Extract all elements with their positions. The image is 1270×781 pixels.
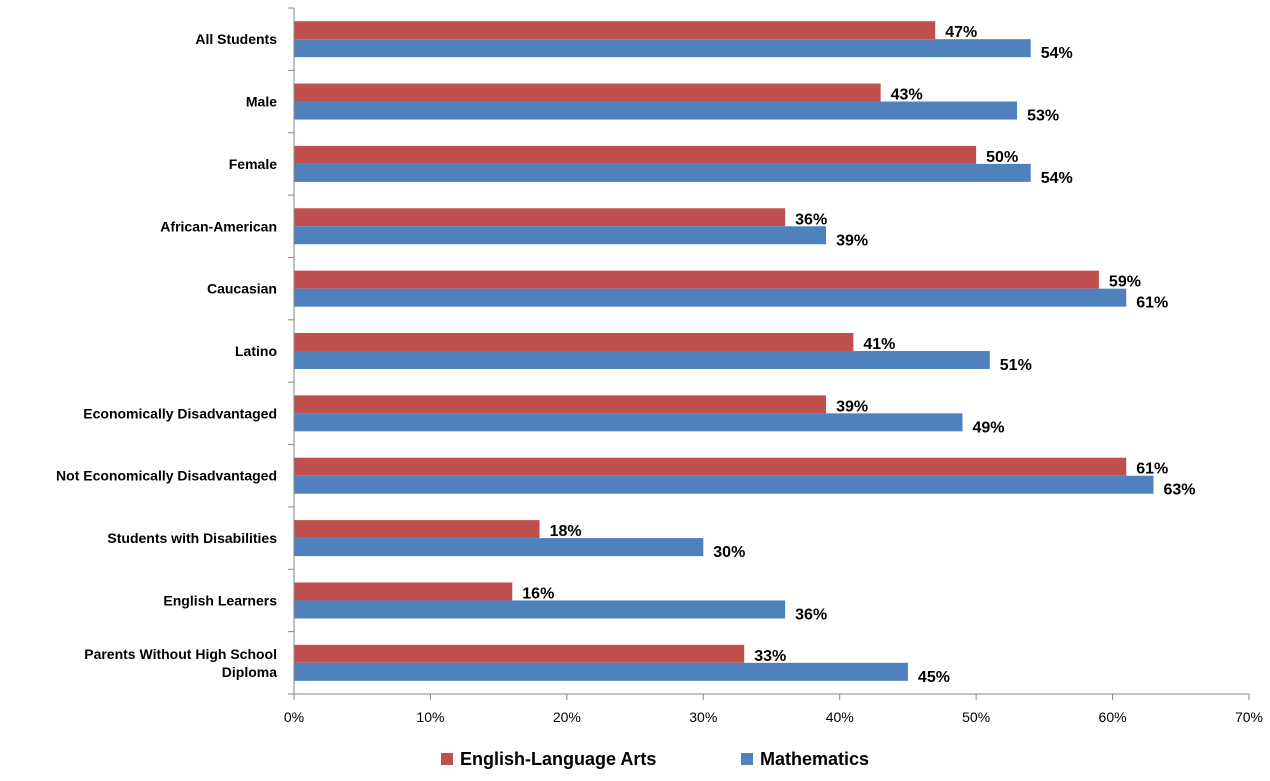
category-label: English Learners [163,592,277,608]
bar-mathematics-economically-disadvantaged [294,413,963,432]
bar-mathematics-caucasian [294,288,1127,307]
bar-english-language-arts-african-american [294,208,786,227]
data-label: 63% [1164,482,1196,499]
labels-layer: 47% 54% All Students 43% 53% Male 50% 54% Female… [56,24,1195,686]
category-label: Caucasian [207,281,277,297]
category-label: Male [246,94,277,110]
bar-mathematics-students-with-disabilities [294,538,704,557]
category-label: Not Economically Disadvantaged [56,468,277,484]
data-label: 45% [918,669,950,686]
legend-swatch-english-language-arts [441,753,453,765]
data-label: 33% [754,648,786,665]
category-label: African-American [160,218,277,234]
data-label: 43% [891,87,923,104]
data-label: 50% [986,149,1018,166]
bar-mathematics-parents-without-high-school-diploma [294,662,908,681]
data-label: 53% [1027,108,1059,125]
data-label: 54% [1041,45,1073,62]
bar-english-language-arts-parents-without-high-school-diploma [294,644,745,663]
data-label: 59% [1109,274,1141,291]
bar-mathematics-not-economically-disadvantaged [294,475,1154,494]
bar-mathematics-latino [294,351,990,369]
legend: English-Language Arts Mathematics [441,749,869,769]
bars-layer [294,21,1154,681]
category-label: Female [229,156,277,172]
bar-mathematics-all-students [294,39,1031,58]
legend-swatch-mathematics [741,753,753,765]
data-label: 30% [713,544,745,561]
category-label: Latino [235,343,277,359]
x-tick-label: 50% [962,709,990,725]
bar-mathematics-female [294,163,1031,182]
legend-label-english-language-arts: English-Language Arts [460,749,656,769]
bar-mathematics-african-american [294,226,827,245]
x-tick-label: 20% [553,709,581,725]
category-label: Economically Disadvantaged [83,405,277,421]
x-tick-label: 70% [1235,709,1263,725]
data-label: 36% [795,211,827,228]
data-label: 47% [945,24,977,41]
bar-english-language-arts-all-students [294,21,936,40]
bar-english-language-arts-female [294,145,977,164]
x-tick-label: 40% [826,709,854,725]
bar-english-language-arts-english-learners [294,582,513,601]
x-tick-label: 30% [689,709,717,725]
data-label: 16% [522,585,554,602]
data-label: 41% [863,336,895,353]
data-label: 51% [1000,357,1032,374]
x-tick-label: 60% [1099,709,1127,725]
data-label: 54% [1041,170,1073,187]
bar-english-language-arts-male [294,83,881,102]
bar-english-language-arts-not-economically-disadvantaged [294,457,1127,476]
data-label: 49% [973,419,1005,436]
bar-english-language-arts-latino [294,333,854,351]
axes-layer: 0% 10% 20% 30% 40% 50% 60% 70% [284,7,1263,725]
legend-label-mathematics: Mathematics [760,749,869,769]
bar-mathematics-english-learners [294,600,786,619]
data-label: 61% [1136,295,1168,312]
data-label: 36% [795,606,827,623]
data-label: 61% [1136,461,1168,478]
data-label: 39% [836,232,868,249]
x-tick-label: 0% [284,709,304,725]
category-label: Students with Disabilities [107,530,277,546]
bar-english-language-arts-economically-disadvantaged [294,395,827,414]
category-label: All Students [195,31,277,47]
bar-mathematics-male [294,101,1018,120]
bar-english-language-arts-students-with-disabilities [294,520,540,539]
x-tick-label: 10% [416,709,444,725]
data-label: 39% [836,398,868,415]
category-label: Parents Without High School Diploma [84,646,277,680]
data-label: 18% [550,523,582,540]
bar-english-language-arts-caucasian [294,270,1099,289]
